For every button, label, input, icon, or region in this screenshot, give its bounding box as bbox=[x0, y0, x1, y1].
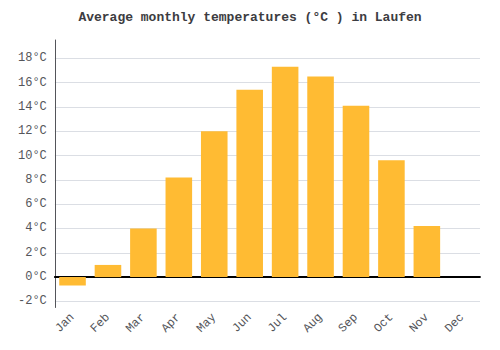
svg-text:4°C: 4°C bbox=[25, 221, 47, 235]
svg-text:Dec: Dec bbox=[442, 311, 467, 336]
svg-text:Nov: Nov bbox=[407, 311, 432, 336]
svg-text:12°C: 12°C bbox=[18, 124, 47, 138]
svg-text:Feb: Feb bbox=[88, 311, 113, 336]
svg-text:6°C: 6°C bbox=[25, 197, 47, 211]
svg-text:8°C: 8°C bbox=[25, 173, 47, 187]
svg-text:10°C: 10°C bbox=[18, 149, 47, 163]
svg-text:2°C: 2°C bbox=[25, 246, 47, 260]
svg-text:Oct: Oct bbox=[371, 311, 396, 336]
svg-text:Sep: Sep bbox=[336, 311, 361, 336]
svg-text:Aug: Aug bbox=[300, 311, 325, 336]
svg-text:May: May bbox=[194, 311, 219, 336]
svg-text:Jan: Jan bbox=[52, 311, 77, 336]
svg-text:18°C: 18°C bbox=[18, 51, 47, 65]
svg-text:16°C: 16°C bbox=[18, 76, 47, 90]
svg-text:-2°C: -2°C bbox=[18, 294, 47, 308]
svg-text:Jun: Jun bbox=[229, 311, 254, 336]
svg-text:Mar: Mar bbox=[123, 311, 148, 336]
svg-text:Apr: Apr bbox=[159, 311, 184, 336]
svg-text:14°C: 14°C bbox=[18, 100, 47, 114]
svg-text:Jul: Jul bbox=[265, 311, 290, 336]
svg-text:0°C: 0°C bbox=[25, 270, 47, 284]
svg-text:Average monthly temperatures (: Average monthly temperatures (°C ) in La… bbox=[78, 10, 421, 25]
